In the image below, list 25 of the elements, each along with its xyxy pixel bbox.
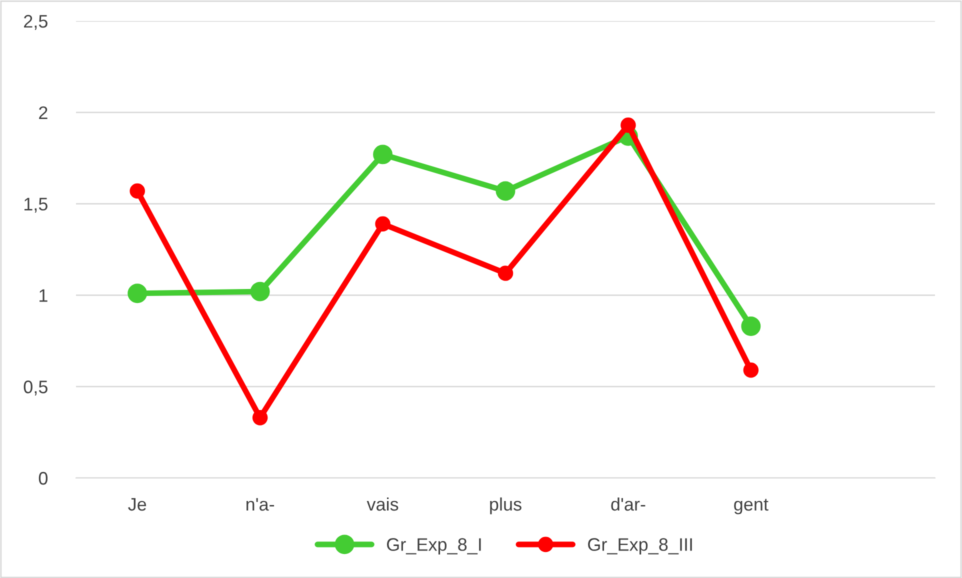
point [252, 410, 268, 426]
point [620, 118, 636, 133]
y-tick-label: 0,5 [24, 380, 48, 396]
point [743, 362, 759, 378]
y-tick-label: 2 [39, 106, 48, 119]
point [498, 266, 514, 281]
x-tick-label: plus [490, 497, 522, 514]
x-tick-label: Je [128, 498, 146, 511]
legend-label: Gr_Exp_8_III [588, 538, 692, 554]
y-tick-label: 1 [40, 289, 48, 302]
x-tick-label: n'a- [246, 498, 274, 511]
point [496, 181, 516, 201]
legend-label: Gr_Exp_8_I [386, 538, 481, 554]
point [130, 183, 145, 199]
point [250, 282, 270, 302]
y-tick-label: 2,5 [24, 14, 48, 30]
point [373, 144, 393, 164]
point [128, 284, 148, 304]
x-tick-label: d'ar- [611, 497, 646, 511]
point [741, 316, 761, 336]
x-tick-label: gent [734, 498, 768, 514]
y-tick-label: 1,5 [24, 198, 48, 213]
x-tick-label: vais [366, 497, 398, 511]
y-tick-label: 0 [38, 472, 48, 485]
point [375, 216, 390, 232]
